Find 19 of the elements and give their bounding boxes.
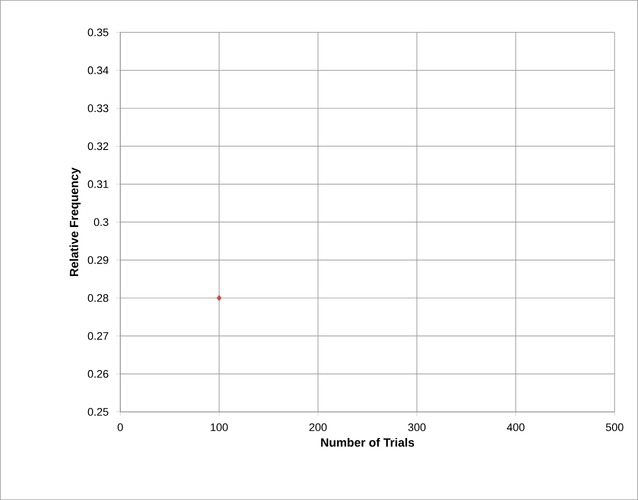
y-tick-label: 0.35	[88, 28, 108, 36]
y-tick-label: 0.28	[88, 294, 108, 302]
x-axis-title: Number of Trials	[321, 438, 414, 447]
x-tick-label: 100	[210, 423, 228, 432]
y-axis-title: Relative Frequency	[69, 167, 81, 276]
y-tick-label: 0.31	[88, 180, 108, 188]
y-tick-label: 0.27	[88, 332, 108, 340]
y-tick-label: 0.34	[88, 66, 108, 74]
y-tick-label: 0.26	[88, 370, 108, 378]
y-tick-label: 0.29	[88, 256, 108, 264]
x-tick-label: 300	[408, 423, 426, 432]
y-tick-label: 0.33	[88, 104, 108, 112]
y-tick-label: 0.32	[88, 142, 108, 150]
y-tick-label: 0.3	[94, 218, 108, 226]
x-tick-label: 400	[506, 423, 524, 432]
x-tick-label: 500	[606, 423, 624, 432]
x-tick-label: 200	[309, 423, 327, 432]
y-tick-label: 0.25	[88, 408, 108, 416]
x-tick-label: 0	[118, 423, 123, 432]
